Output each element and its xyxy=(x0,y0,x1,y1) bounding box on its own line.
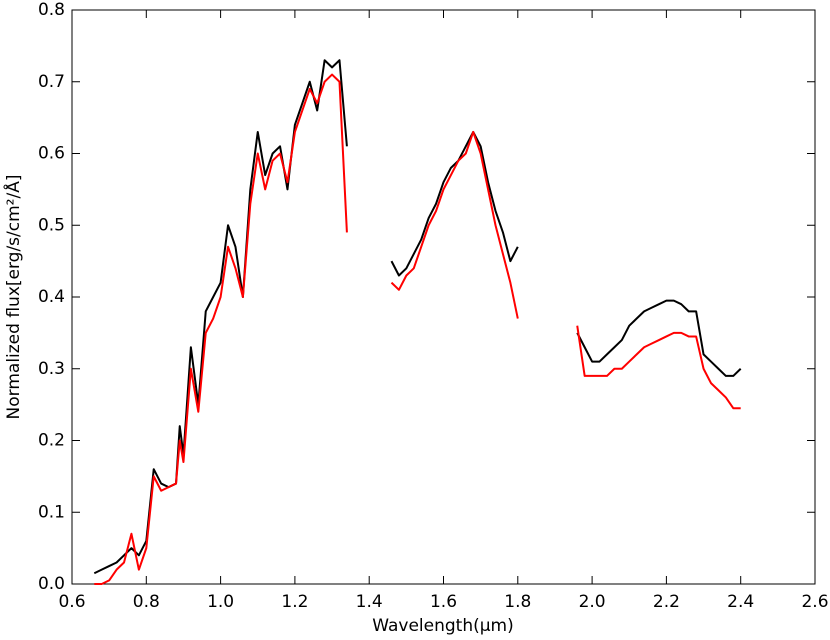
series-line xyxy=(93,59,742,575)
x-tick-label: 0.6 xyxy=(58,592,85,612)
plot-frame xyxy=(71,9,816,585)
y-tick-label: 0.6 xyxy=(38,144,65,164)
y-tick-label: 0.0 xyxy=(38,574,65,594)
y-tick-label: 0.7 xyxy=(38,72,65,92)
x-axis-label: Wavelength(μm) xyxy=(372,616,514,636)
x-tick-label: 2.4 xyxy=(727,592,754,612)
y-tick-label: 0.5 xyxy=(38,215,65,235)
x-tick-label: 0.8 xyxy=(133,592,160,612)
x-tick-label: 2.2 xyxy=(653,592,680,612)
series-line xyxy=(94,73,741,585)
x-tick-label: 2.0 xyxy=(579,592,606,612)
y-tick-label: 0.1 xyxy=(38,502,65,522)
y-tick-label: 0.4 xyxy=(38,287,65,307)
x-tick-label: 1.8 xyxy=(504,592,531,612)
y-tick-label: 0.3 xyxy=(38,359,65,379)
y-axis-label: Normalized flux[erg/s/cm²/Å] xyxy=(2,175,24,420)
x-tick-label: 1.4 xyxy=(356,592,383,612)
x-tick-label: 2.6 xyxy=(801,592,828,612)
x-tick-label: 1.2 xyxy=(281,592,308,612)
y-tick-label: 0.8 xyxy=(38,0,65,20)
x-tick-label: 1.0 xyxy=(207,592,234,612)
x-tick-label: 1.6 xyxy=(430,592,457,612)
y-tick-label: 0.2 xyxy=(38,431,65,451)
